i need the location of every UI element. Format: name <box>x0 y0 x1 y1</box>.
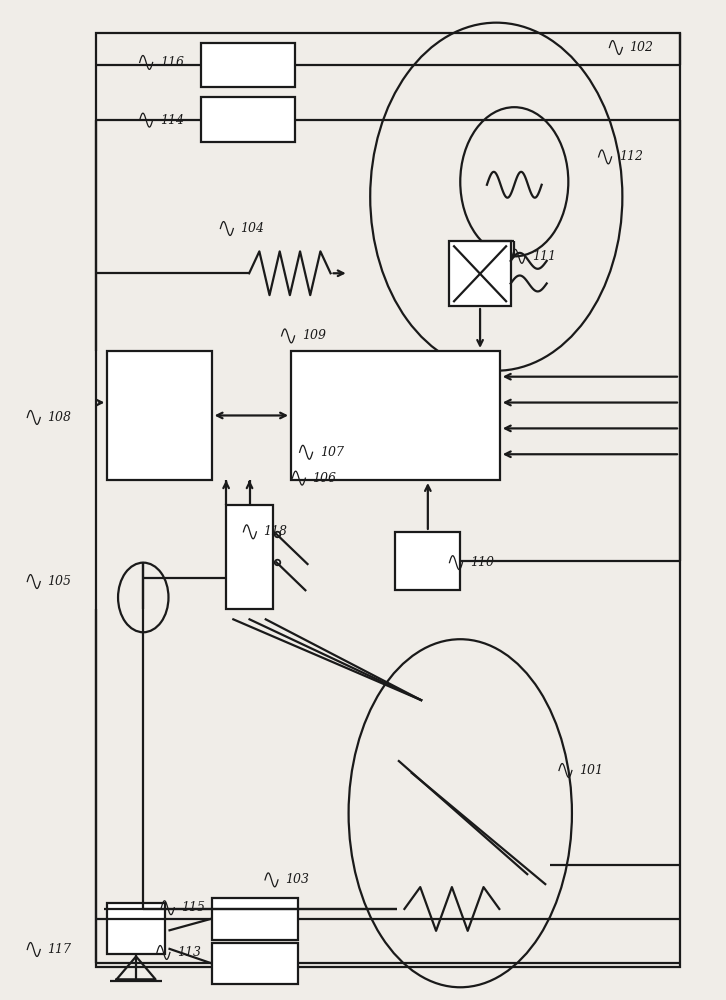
Text: 105: 105 <box>47 575 71 588</box>
Text: 107: 107 <box>319 446 344 459</box>
Bar <box>396 532 460 589</box>
Text: 114: 114 <box>160 114 184 127</box>
Text: 102: 102 <box>629 41 653 54</box>
Text: 110: 110 <box>470 556 494 569</box>
Bar <box>201 43 295 87</box>
Text: 109: 109 <box>302 329 326 342</box>
Text: 104: 104 <box>240 222 264 235</box>
Text: 112: 112 <box>619 150 643 163</box>
Text: 117: 117 <box>47 943 71 956</box>
Bar <box>212 943 298 984</box>
Bar <box>449 241 510 306</box>
Bar <box>97 33 680 967</box>
Text: 111: 111 <box>532 250 556 263</box>
Bar <box>201 97 295 142</box>
Text: 118: 118 <box>264 525 287 538</box>
Bar <box>212 898 298 940</box>
Text: 116: 116 <box>160 56 184 69</box>
Text: 101: 101 <box>579 764 603 777</box>
Text: 113: 113 <box>177 946 201 959</box>
Bar <box>107 351 212 480</box>
Text: 106: 106 <box>313 472 337 485</box>
Bar <box>291 351 500 480</box>
Bar <box>226 505 273 609</box>
Bar <box>107 903 165 954</box>
Text: 108: 108 <box>47 411 71 424</box>
Text: 103: 103 <box>285 873 309 886</box>
Text: 115: 115 <box>182 901 205 914</box>
